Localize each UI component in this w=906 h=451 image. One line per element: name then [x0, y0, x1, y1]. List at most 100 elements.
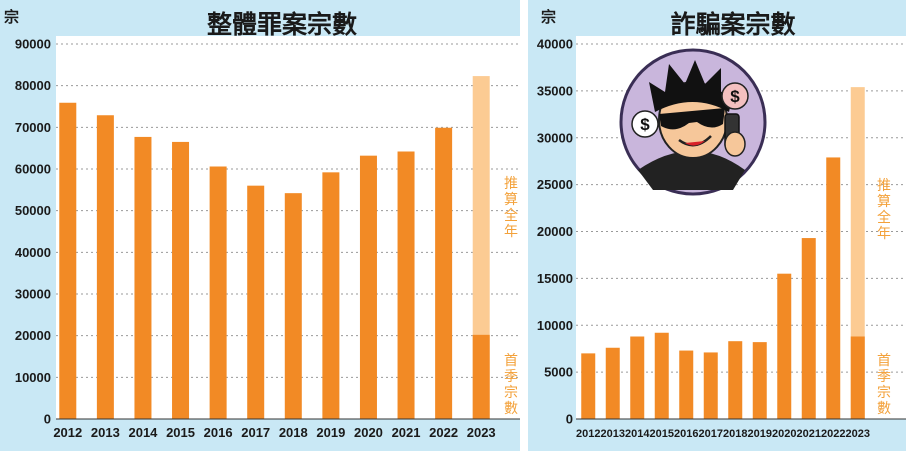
y-tick-label: 70000 — [15, 120, 51, 135]
speech-bubble-left — [631, 110, 659, 138]
annotation-projected-full-year-char: 年 — [877, 225, 891, 241]
x-tick-label: 2013 — [601, 428, 625, 440]
bar — [209, 166, 227, 419]
bar — [826, 157, 841, 419]
y-tick-label: 30000 — [537, 130, 573, 145]
bar — [284, 193, 302, 419]
annotation-first-quarter-char: 數 — [877, 400, 891, 416]
y-tick-label: 10000 — [15, 370, 51, 385]
x-tick-label: 2012 — [576, 428, 600, 440]
x-tick-label: 2022 — [821, 428, 845, 440]
sunglasses — [659, 108, 725, 130]
bar — [581, 353, 596, 419]
fraud-chart: 0 5000 10000 15000 20000 25000 30000 35000 40000… — [537, 8, 906, 440]
scammer-mouth — [685, 141, 705, 146]
y-tick-label: 0 — [44, 412, 51, 427]
bar — [801, 238, 816, 419]
bar — [134, 136, 152, 419]
y-tick-label: 40000 — [537, 37, 573, 52]
x-tick-label: 2019 — [316, 425, 345, 440]
bar — [728, 341, 743, 419]
bar — [397, 151, 415, 419]
x-tick-label: 2015 — [166, 425, 195, 440]
x-tick-label: 2015 — [650, 428, 674, 440]
annotation-projected-full-year-char: 推 — [504, 175, 518, 191]
y-tick-label: 15000 — [537, 271, 573, 286]
scammer-body — [638, 151, 745, 190]
bar — [96, 115, 114, 419]
annotation-projected-full-year-char: 推 — [877, 177, 891, 193]
dollar-sign-left: $ — [640, 115, 650, 134]
annotation-projected-full-year-char: 全 — [877, 209, 891, 225]
x-tick-label: 2020 — [354, 425, 383, 440]
bar — [679, 350, 694, 419]
x-tick-label: 2022 — [429, 425, 458, 440]
annotation-first-quarter-char: 首 — [504, 352, 518, 368]
bar — [752, 342, 767, 419]
annotation-projected-full-year-char: 全 — [504, 207, 518, 223]
annotation-first-quarter-char: 宗 — [504, 384, 518, 400]
bar — [703, 352, 718, 419]
annotation-first-quarter-char: 數 — [504, 400, 518, 416]
chart-title: 整體罪案宗數 — [207, 10, 357, 39]
bar — [850, 336, 865, 419]
scammer-on-phone-icon: $$ — [619, 48, 767, 196]
x-tick-label: 2020 — [772, 428, 796, 440]
y-tick-label: 40000 — [15, 245, 51, 260]
x-tick-label: 2017 — [699, 428, 723, 440]
x-tick-label: 2021 — [797, 428, 821, 440]
x-tick-label: 2018 — [723, 428, 747, 440]
bar-projection — [850, 87, 865, 419]
bar — [359, 155, 377, 419]
overall-crime-chart: 0 10000 20000 30000 40000 50000 60000 70000 8000… — [4, 8, 520, 440]
y-tick-label: 35000 — [537, 83, 573, 98]
bar — [172, 141, 190, 419]
bar-projection — [472, 76, 490, 419]
bar — [605, 347, 620, 419]
scammer-hand — [724, 131, 746, 157]
x-tick-label: 2018 — [279, 425, 308, 440]
bar — [630, 336, 645, 419]
annotation-projected-full-year-char: 算 — [504, 191, 518, 207]
x-tick-label: 2021 — [392, 425, 421, 440]
bar — [472, 334, 490, 419]
bar — [435, 127, 453, 419]
y-tick-label: 90000 — [15, 37, 51, 52]
annotation-projected-full-year-char: 算 — [877, 193, 891, 209]
annotation-first-quarter-char: 首 — [877, 352, 891, 368]
annotation-first-quarter-char: 宗 — [877, 384, 891, 400]
y-tick-label: 25000 — [537, 177, 573, 192]
y-tick-label: 50000 — [15, 203, 51, 218]
x-tick-label: 2019 — [748, 428, 772, 440]
bar — [322, 172, 340, 419]
bar — [59, 102, 77, 419]
x-tick-label: 2012 — [53, 425, 82, 440]
x-tick-label: 2013 — [91, 425, 120, 440]
dollar-sign-right: $ — [730, 87, 740, 106]
bar — [654, 332, 669, 419]
x-tick-label: 2016 — [204, 425, 233, 440]
bar — [777, 273, 792, 419]
speech-bubble-right — [721, 82, 749, 110]
y-tick-label: 30000 — [15, 287, 51, 302]
bar — [247, 185, 265, 419]
y-tick-label: 20000 — [15, 328, 51, 343]
annotation-first-quarter-char: 季 — [504, 368, 518, 384]
y-tick-label: 10000 — [537, 318, 573, 333]
x-tick-label: 2017 — [241, 425, 270, 440]
y-tick-label: 0 — [566, 412, 573, 427]
x-tick-label: 2016 — [674, 428, 698, 440]
chart-title: 詐騙案宗數 — [670, 10, 795, 39]
x-tick-label: 2023 — [467, 425, 496, 440]
y-axis-label: 宗 — [4, 8, 19, 26]
y-tick-label: 60000 — [15, 162, 51, 177]
x-tick-label: 2014 — [128, 425, 158, 440]
y-tick-label: 5000 — [544, 365, 573, 380]
y-tick-label: 80000 — [15, 78, 51, 93]
x-tick-label: 2014 — [625, 428, 650, 440]
